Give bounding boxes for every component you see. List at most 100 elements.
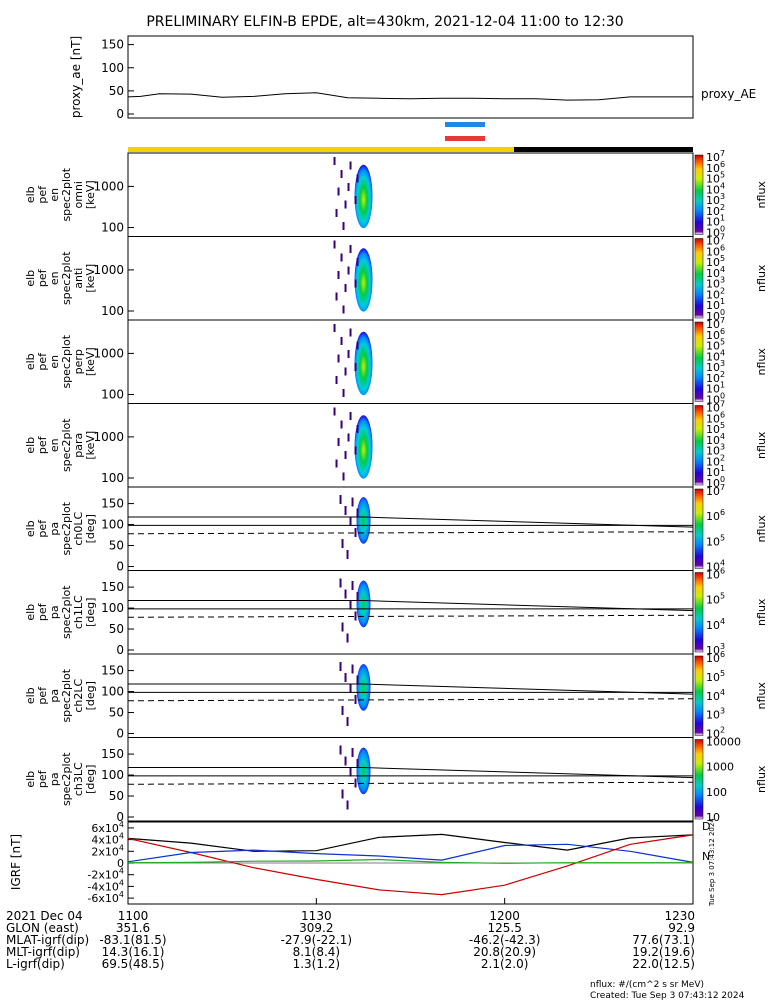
- igrf-ylabel: IGRF [nT]: [9, 834, 23, 890]
- panel-ch1LC: elb pef pa spec2plot ch1LC [deg] 0 50 100 150 103 1…: [24, 567, 768, 658]
- pitch-angle-scatter-pixel: [351, 497, 354, 507]
- panel-ylabel-line: spec2plot: [60, 418, 73, 472]
- spectrogram-scatter-pixel: [342, 472, 345, 481]
- panel-colorbar: [694, 488, 704, 569]
- igrf-red-line: [127, 834, 694, 896]
- colorbar-tick-label: 106: [706, 327, 725, 342]
- science-zone-red-bar: [445, 136, 485, 141]
- panel-ylabel-line: spec2plot: [60, 334, 73, 388]
- spectrogram-scatter-pixel: [354, 279, 357, 288]
- panel-ylabel-line: [deg]: [84, 681, 97, 710]
- spectrogram-scatter-pixel: [342, 305, 345, 314]
- panel-ylabel-line: pef: [36, 435, 49, 454]
- panel-ylabel-line: pef: [36, 686, 49, 705]
- ephemeris-row-label: MLT-igrf(dip): [6, 945, 80, 959]
- spectrogram-scatter-pixel: [347, 266, 350, 275]
- igrf-black-line: [127, 833, 694, 852]
- panel-proxy-ae: proxy_ae [nT] 0 50 100 150 proxy_AE: [69, 35, 756, 121]
- panel-ytick-label: 100: [101, 601, 124, 615]
- panel-ytick-label: 100: [101, 518, 124, 532]
- colorbar-tick-label: 100: [706, 392, 725, 407]
- footer-created: Created: Tue Sep 3 07:43:12 2024: [590, 991, 745, 1000]
- panel-ylabel-line: pef: [36, 602, 49, 621]
- panel-ylabel-line: en: [48, 355, 61, 369]
- spectrogram-scatter-pixel: [333, 324, 336, 332]
- colorbar-tick-label: 100: [706, 225, 725, 240]
- colorbar-tick-label: 106: [706, 650, 725, 665]
- pitch-angle-scatter-pixel: [344, 506, 347, 515]
- pitch-angle-scatter-pixel: [349, 684, 352, 693]
- panel-ytick-label: 150: [101, 580, 124, 594]
- igrf-ytick-label: -6x104: [87, 890, 124, 905]
- pitch-angle-scatter-pixel: [356, 759, 359, 768]
- panel-ylabel-line: elb: [24, 771, 37, 788]
- panel-colorbar: [694, 739, 704, 820]
- colorbar-tick-label: 102: [706, 370, 725, 385]
- x-axis-ephemeris: 2021 Dec 04 1100 1130 1200 1230 GLON (east) 35…: [6, 898, 695, 971]
- panel-anti: elb pef en spec2plot anti [keV]10010001001011…: [24, 233, 768, 324]
- spectrogram-scatter-pixel: [354, 196, 357, 204]
- igrf-blue-line: [127, 843, 694, 863]
- colorbar-tick-label: 105: [706, 421, 725, 436]
- spectrogram-scatter-pixel: [335, 209, 338, 217]
- pitch-angle-flux-blob: [356, 664, 371, 711]
- panel-ytick-label: 1000: [93, 346, 124, 360]
- pitch-angle-scatter-pixel: [346, 800, 349, 810]
- proxy-ae-frame: [127, 35, 694, 119]
- pitch-angle-scatter-pixel: [339, 578, 342, 588]
- panel-ytick-label: 150: [101, 497, 124, 511]
- colorbar-tick-label: 107: [706, 316, 725, 331]
- panel-ylabel-line: omni: [72, 181, 85, 208]
- pitch-angle-scatter-pixel: [346, 550, 349, 559]
- igrf-green-line: [127, 858, 693, 864]
- proxy-ae-ytick-label: 150: [101, 38, 124, 52]
- ephemeris-row-label: GLON (east): [6, 921, 79, 935]
- igrf-ytick-label: 0: [117, 857, 124, 870]
- panel-ylabel-line: en: [48, 271, 61, 285]
- pitch-angle-scatter-pixel: [354, 695, 357, 704]
- spectrogram-scatter-pixel: [340, 420, 343, 429]
- pitch-angle-scatter-pixel: [341, 622, 344, 632]
- pitch-angle-scatter-pixel: [351, 581, 354, 590]
- pitch-angle-scatter-pixel: [349, 600, 352, 610]
- panel-frame: [127, 737, 694, 822]
- igrf-ytick-label: 6x104: [91, 820, 124, 835]
- panel-colorbar: [694, 321, 704, 402]
- colorbar-label: nflux: [755, 348, 768, 376]
- colorbar-tick-label: 100: [706, 308, 725, 323]
- panel-ytick-label: 100: [101, 471, 124, 485]
- panel-ylabel-line: [keV]: [84, 264, 97, 293]
- colorbar-tick-label: 106: [706, 567, 725, 582]
- spectrogram-scatter-pixel: [340, 337, 343, 345]
- panel-ylabel-line: elb: [24, 520, 37, 537]
- colorbar-label: nflux: [755, 682, 768, 710]
- ephemeris-row-value: 1230: [664, 909, 695, 923]
- colorbar-tick-label: 104: [706, 688, 725, 703]
- spectrogram-scatter-pixel: [349, 245, 352, 253]
- pitch-angle-scatter-pixel: [354, 778, 357, 788]
- colorbar-tick-label: 107: [706, 149, 725, 164]
- panel-ylabel-line: elb: [24, 186, 37, 203]
- colorbar-tick-label: 102: [706, 453, 725, 468]
- spectrogram-scatter-pixel: [337, 354, 340, 363]
- colorbar-tick-label: 107: [706, 233, 725, 248]
- colorbar-tick-label: 105: [706, 254, 725, 269]
- pitch-angle-scatter-pixel: [339, 495, 342, 504]
- ephemeris-row-value: 77.6(73.1): [632, 933, 695, 947]
- pitch-angle-scatter-pixel: [341, 789, 344, 799]
- panel-ylabel-line: spec2plot: [60, 251, 73, 305]
- colorbar-tick-label: 104: [706, 617, 725, 632]
- panel-ylabel-line: elb: [24, 437, 37, 454]
- pitch-angle-scatter-pixel: [351, 748, 354, 757]
- pitch-angle-scatter-pixel: [349, 767, 352, 777]
- panel-ylabel-line: spec2plot: [60, 167, 73, 221]
- pitch-angle-flux-blob: [356, 580, 371, 628]
- colorbar-tick-label: 106: [706, 243, 725, 258]
- pitch-angle-flux-blob: [356, 747, 371, 795]
- panel-ytick-label: 0: [116, 810, 124, 824]
- spectrogram-scatter-pixel: [347, 350, 350, 358]
- pitch-angle-scatter-pixel: [339, 662, 342, 671]
- proxy-ae-legend: proxy_AE: [701, 87, 756, 101]
- colorbar-tick-label: 103: [706, 443, 725, 458]
